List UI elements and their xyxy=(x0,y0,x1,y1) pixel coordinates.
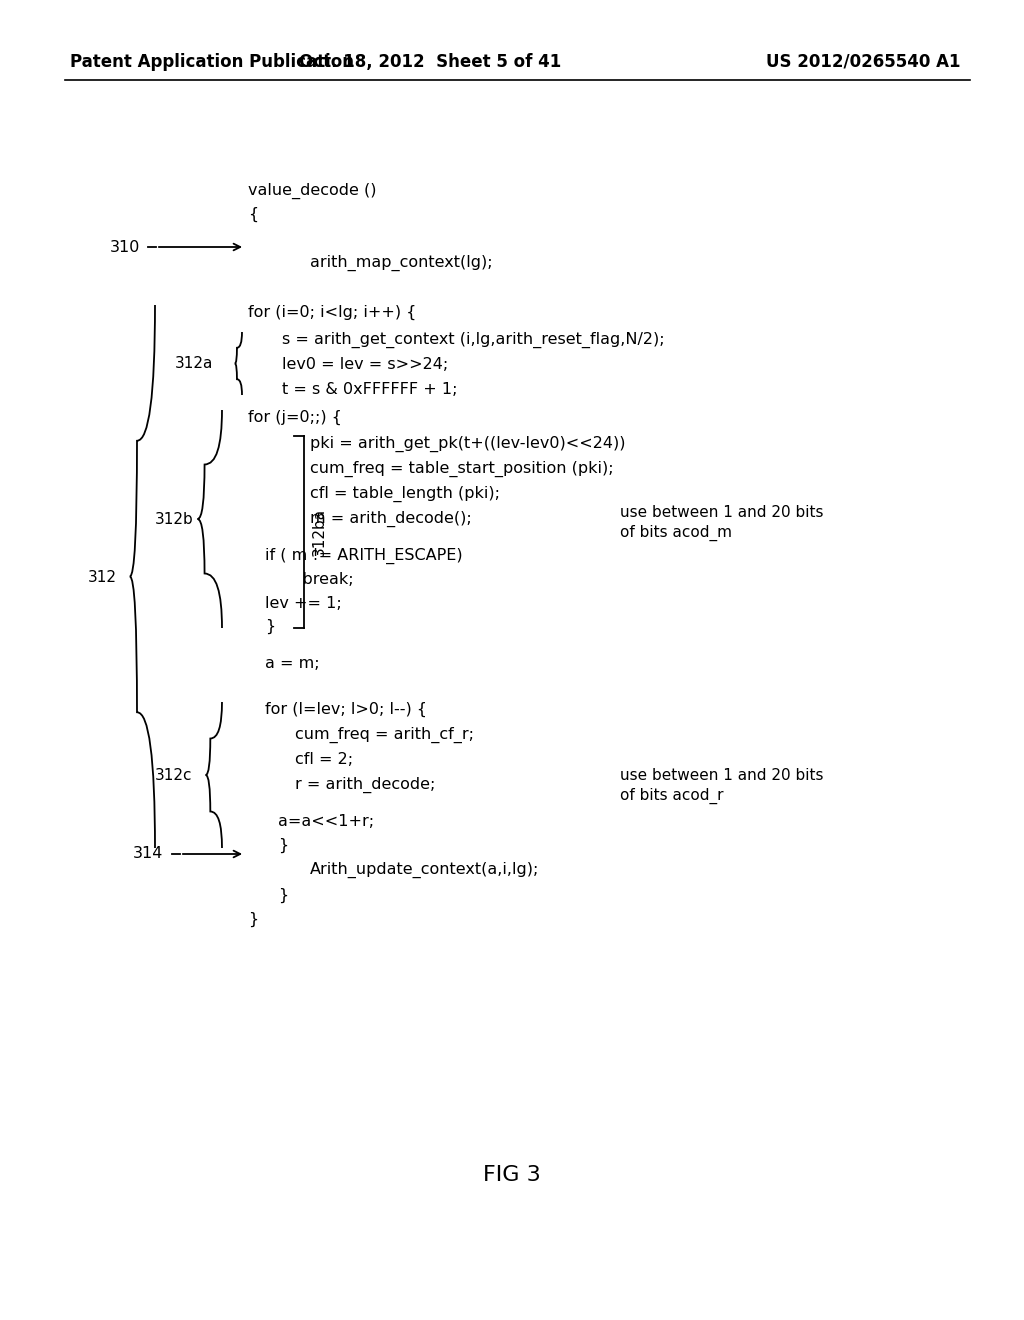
Text: of bits acod_r: of bits acod_r xyxy=(620,788,724,804)
Text: 312ba: 312ba xyxy=(312,508,327,556)
Text: if ( m != ARITH_ESCAPE): if ( m != ARITH_ESCAPE) xyxy=(265,548,463,564)
Text: }: } xyxy=(265,619,275,634)
Text: of bits acod_m: of bits acod_m xyxy=(620,525,732,541)
Text: Patent Application Publication: Patent Application Publication xyxy=(70,53,354,71)
Text: lev0 = lev = s>>24;: lev0 = lev = s>>24; xyxy=(282,356,449,372)
Text: use between 1 and 20 bits: use between 1 and 20 bits xyxy=(620,768,823,783)
Text: arith_map_context(lg);: arith_map_context(lg); xyxy=(310,255,493,271)
Text: lev += 1;: lev += 1; xyxy=(265,597,342,611)
Text: r = arith_decode;: r = arith_decode; xyxy=(295,777,435,793)
Text: for (j=0;;) {: for (j=0;;) { xyxy=(248,411,342,425)
Text: cfl = table_length (pki);: cfl = table_length (pki); xyxy=(310,486,500,502)
Text: FIG 3: FIG 3 xyxy=(483,1166,541,1185)
Text: }: } xyxy=(248,912,258,927)
Text: s = arith_get_context (i,lg,arith_reset_flag,N/2);: s = arith_get_context (i,lg,arith_reset_… xyxy=(282,333,665,348)
Text: a = m;: a = m; xyxy=(265,656,319,671)
Text: for (i=0; i<lg; i++) {: for (i=0; i<lg; i++) { xyxy=(248,305,417,321)
Text: cum_freq = table_start_position (pki);: cum_freq = table_start_position (pki); xyxy=(310,461,613,478)
Text: cfl = 2;: cfl = 2; xyxy=(295,752,353,767)
Text: t = s & 0xFFFFFF + 1;: t = s & 0xFFFFFF + 1; xyxy=(282,381,458,397)
Text: Arith_update_context(a,i,lg);: Arith_update_context(a,i,lg); xyxy=(310,862,540,878)
Text: {: { xyxy=(248,207,258,222)
Text: cum_freq = arith_cf_r;: cum_freq = arith_cf_r; xyxy=(295,727,474,743)
Text: 312b: 312b xyxy=(155,511,194,527)
Text: pki = arith_get_pk(t+((lev-lev0)<<24)): pki = arith_get_pk(t+((lev-lev0)<<24)) xyxy=(310,436,626,453)
Text: 314: 314 xyxy=(133,846,164,862)
Text: 312c: 312c xyxy=(155,767,193,783)
Text: m = arith_decode();: m = arith_decode(); xyxy=(310,511,472,527)
Text: Oct. 18, 2012  Sheet 5 of 41: Oct. 18, 2012 Sheet 5 of 41 xyxy=(299,53,561,71)
Text: }: } xyxy=(278,838,288,853)
Text: use between 1 and 20 bits: use between 1 and 20 bits xyxy=(620,506,823,520)
Text: value_decode (): value_decode () xyxy=(248,183,377,199)
Text: 310: 310 xyxy=(110,239,140,255)
Text: 312a: 312a xyxy=(175,355,213,371)
Text: US 2012/0265540 A1: US 2012/0265540 A1 xyxy=(766,53,961,71)
Text: break;: break; xyxy=(282,572,353,587)
Text: }: } xyxy=(278,888,288,903)
Text: a=a<<1+r;: a=a<<1+r; xyxy=(278,814,374,829)
Text: 312: 312 xyxy=(88,569,117,585)
Text: for (l=lev; l>0; l--) {: for (l=lev; l>0; l--) { xyxy=(265,702,427,717)
